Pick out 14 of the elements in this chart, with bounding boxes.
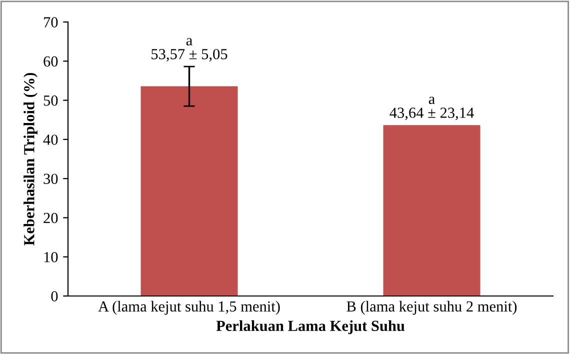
x-tick-label: B (lama kejut suhu 2 menit) [346, 300, 517, 315]
y-tick-label: 30 [44, 174, 58, 184]
data-label: a 53,57 ± 5,05 [152, 38, 228, 62]
x-axis-title: Perlakuan Lama Kejut Suhu [216, 320, 405, 334]
y-tick-label: 20 [44, 212, 58, 224]
y-tick-label: 60 [44, 56, 58, 67]
y-tick-label: 0 [51, 291, 58, 302]
x-tick-label: A (lama kejut suhu 1,5 menit) [98, 300, 280, 315]
y-tick-label: 70 [44, 17, 58, 28]
y-axis-title: Keberhasilan Triploid (%) [24, 72, 38, 246]
y-tick-label: 50 [44, 95, 58, 106]
y-tick-label: 10 [44, 252, 58, 262]
data-label: a 43,64 ± 23,14 [390, 96, 474, 120]
y-tick-label: 40 [43, 134, 58, 145]
